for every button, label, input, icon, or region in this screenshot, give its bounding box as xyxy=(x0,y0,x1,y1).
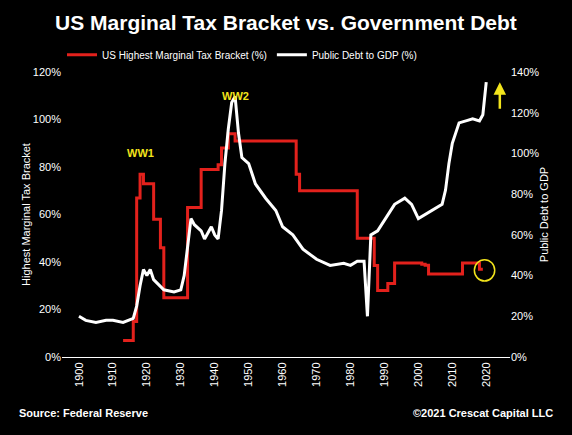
svg-text:120%: 120% xyxy=(33,66,61,78)
svg-text:0%: 0% xyxy=(45,351,61,363)
svg-text:Public Debt to GDP: Public Debt to GDP xyxy=(538,167,550,262)
svg-text:US Highest Marginal Tax Bracke: US Highest Marginal Tax Bracket (%) xyxy=(102,50,267,61)
svg-text:80%: 80% xyxy=(39,161,61,173)
svg-text:2010: 2010 xyxy=(446,362,458,386)
svg-text:20%: 20% xyxy=(39,303,61,315)
svg-text:80%: 80% xyxy=(511,188,533,200)
svg-text:2000: 2000 xyxy=(412,362,424,386)
svg-text:1950: 1950 xyxy=(242,362,254,386)
svg-text:20%: 20% xyxy=(511,310,533,322)
svg-text:Public Debt to GDP (%): Public Debt to GDP (%) xyxy=(312,50,417,61)
svg-text:60%: 60% xyxy=(511,229,533,241)
svg-text:120%: 120% xyxy=(511,107,539,119)
svg-text:140%: 140% xyxy=(511,66,539,78)
svg-text:1940: 1940 xyxy=(208,362,220,386)
svg-text:40%: 40% xyxy=(511,269,533,281)
svg-text:Highest Marginal Tax Bracket: Highest Marginal Tax Bracket xyxy=(20,143,32,286)
svg-text:100%: 100% xyxy=(511,147,539,159)
svg-text:60%: 60% xyxy=(39,208,61,220)
svg-text:WW2: WW2 xyxy=(222,90,249,102)
svg-text:1930: 1930 xyxy=(174,362,186,386)
svg-text:1910: 1910 xyxy=(106,362,118,386)
svg-text:US Marginal Tax Bracket vs. Go: US Marginal Tax Bracket vs. Government D… xyxy=(55,11,517,34)
svg-text:1900: 1900 xyxy=(73,362,85,386)
svg-text:1960: 1960 xyxy=(276,362,288,386)
svg-text:2020: 2020 xyxy=(480,362,492,386)
svg-text:1920: 1920 xyxy=(140,362,152,386)
svg-text:100%: 100% xyxy=(33,113,61,125)
svg-text:Source: Federal Reserve: Source: Federal Reserve xyxy=(19,407,148,419)
svg-text:1980: 1980 xyxy=(344,362,356,386)
svg-text:1990: 1990 xyxy=(378,362,390,386)
svg-text:©2021 Crescat Capital LLC: ©2021 Crescat Capital LLC xyxy=(413,407,553,419)
svg-text:0%: 0% xyxy=(511,351,527,363)
svg-text:1970: 1970 xyxy=(310,362,322,386)
svg-text:WW1: WW1 xyxy=(127,147,154,159)
svg-text:40%: 40% xyxy=(39,256,61,268)
